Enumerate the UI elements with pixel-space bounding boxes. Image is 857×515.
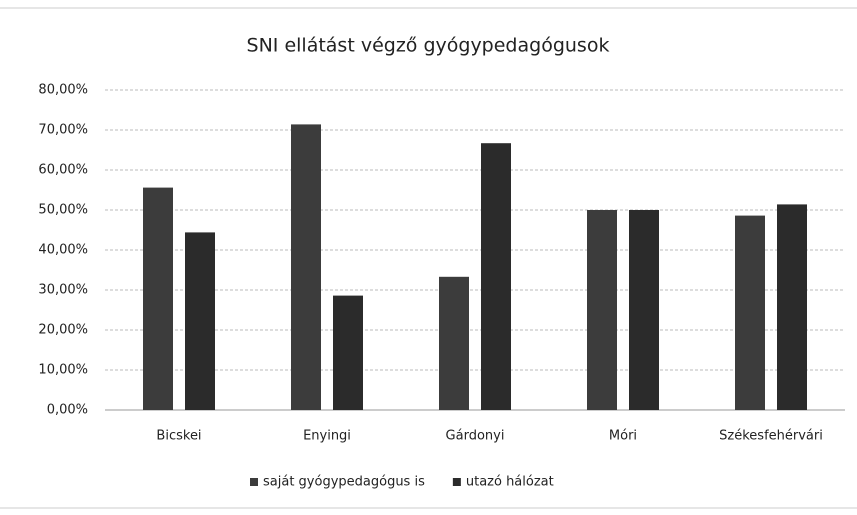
legend-swatch <box>250 478 258 486</box>
bar <box>629 210 659 410</box>
y-tick-label: 30,00% <box>38 283 88 298</box>
bar <box>587 210 617 410</box>
x-tick-label: Bicskei <box>156 429 201 444</box>
bar <box>481 143 511 410</box>
x-tick-label: Gárdonyi <box>446 429 505 444</box>
legend-swatch <box>452 478 461 486</box>
y-tick-label: 80,00% <box>38 83 88 98</box>
x-tick-label: Székesfehérvári <box>719 429 823 444</box>
bar <box>291 124 321 411</box>
bar <box>185 232 215 410</box>
bar <box>333 295 363 410</box>
x-tick-label: Móri <box>609 429 637 444</box>
y-tick-label: 60,00% <box>38 163 88 178</box>
y-tick-label: 50,00% <box>38 203 88 218</box>
y-tick-label: 0,00% <box>47 403 88 418</box>
y-tick-label: 20,00% <box>38 323 88 338</box>
chart-title: SNI ellátást végző gyógypedagógusok <box>247 35 610 57</box>
y-tick-label: 40,00% <box>38 243 88 258</box>
bar <box>439 276 469 410</box>
bar <box>735 215 765 410</box>
x-tick-label: Enyingi <box>303 429 351 444</box>
legend-label: utazó hálózat <box>466 475 554 490</box>
y-tick-label: 70,00% <box>38 123 88 138</box>
bar <box>143 187 173 410</box>
y-tick-label: 10,00% <box>38 363 88 378</box>
bar <box>777 204 807 410</box>
legend-label: saját gyógypedagógus is <box>263 475 425 490</box>
